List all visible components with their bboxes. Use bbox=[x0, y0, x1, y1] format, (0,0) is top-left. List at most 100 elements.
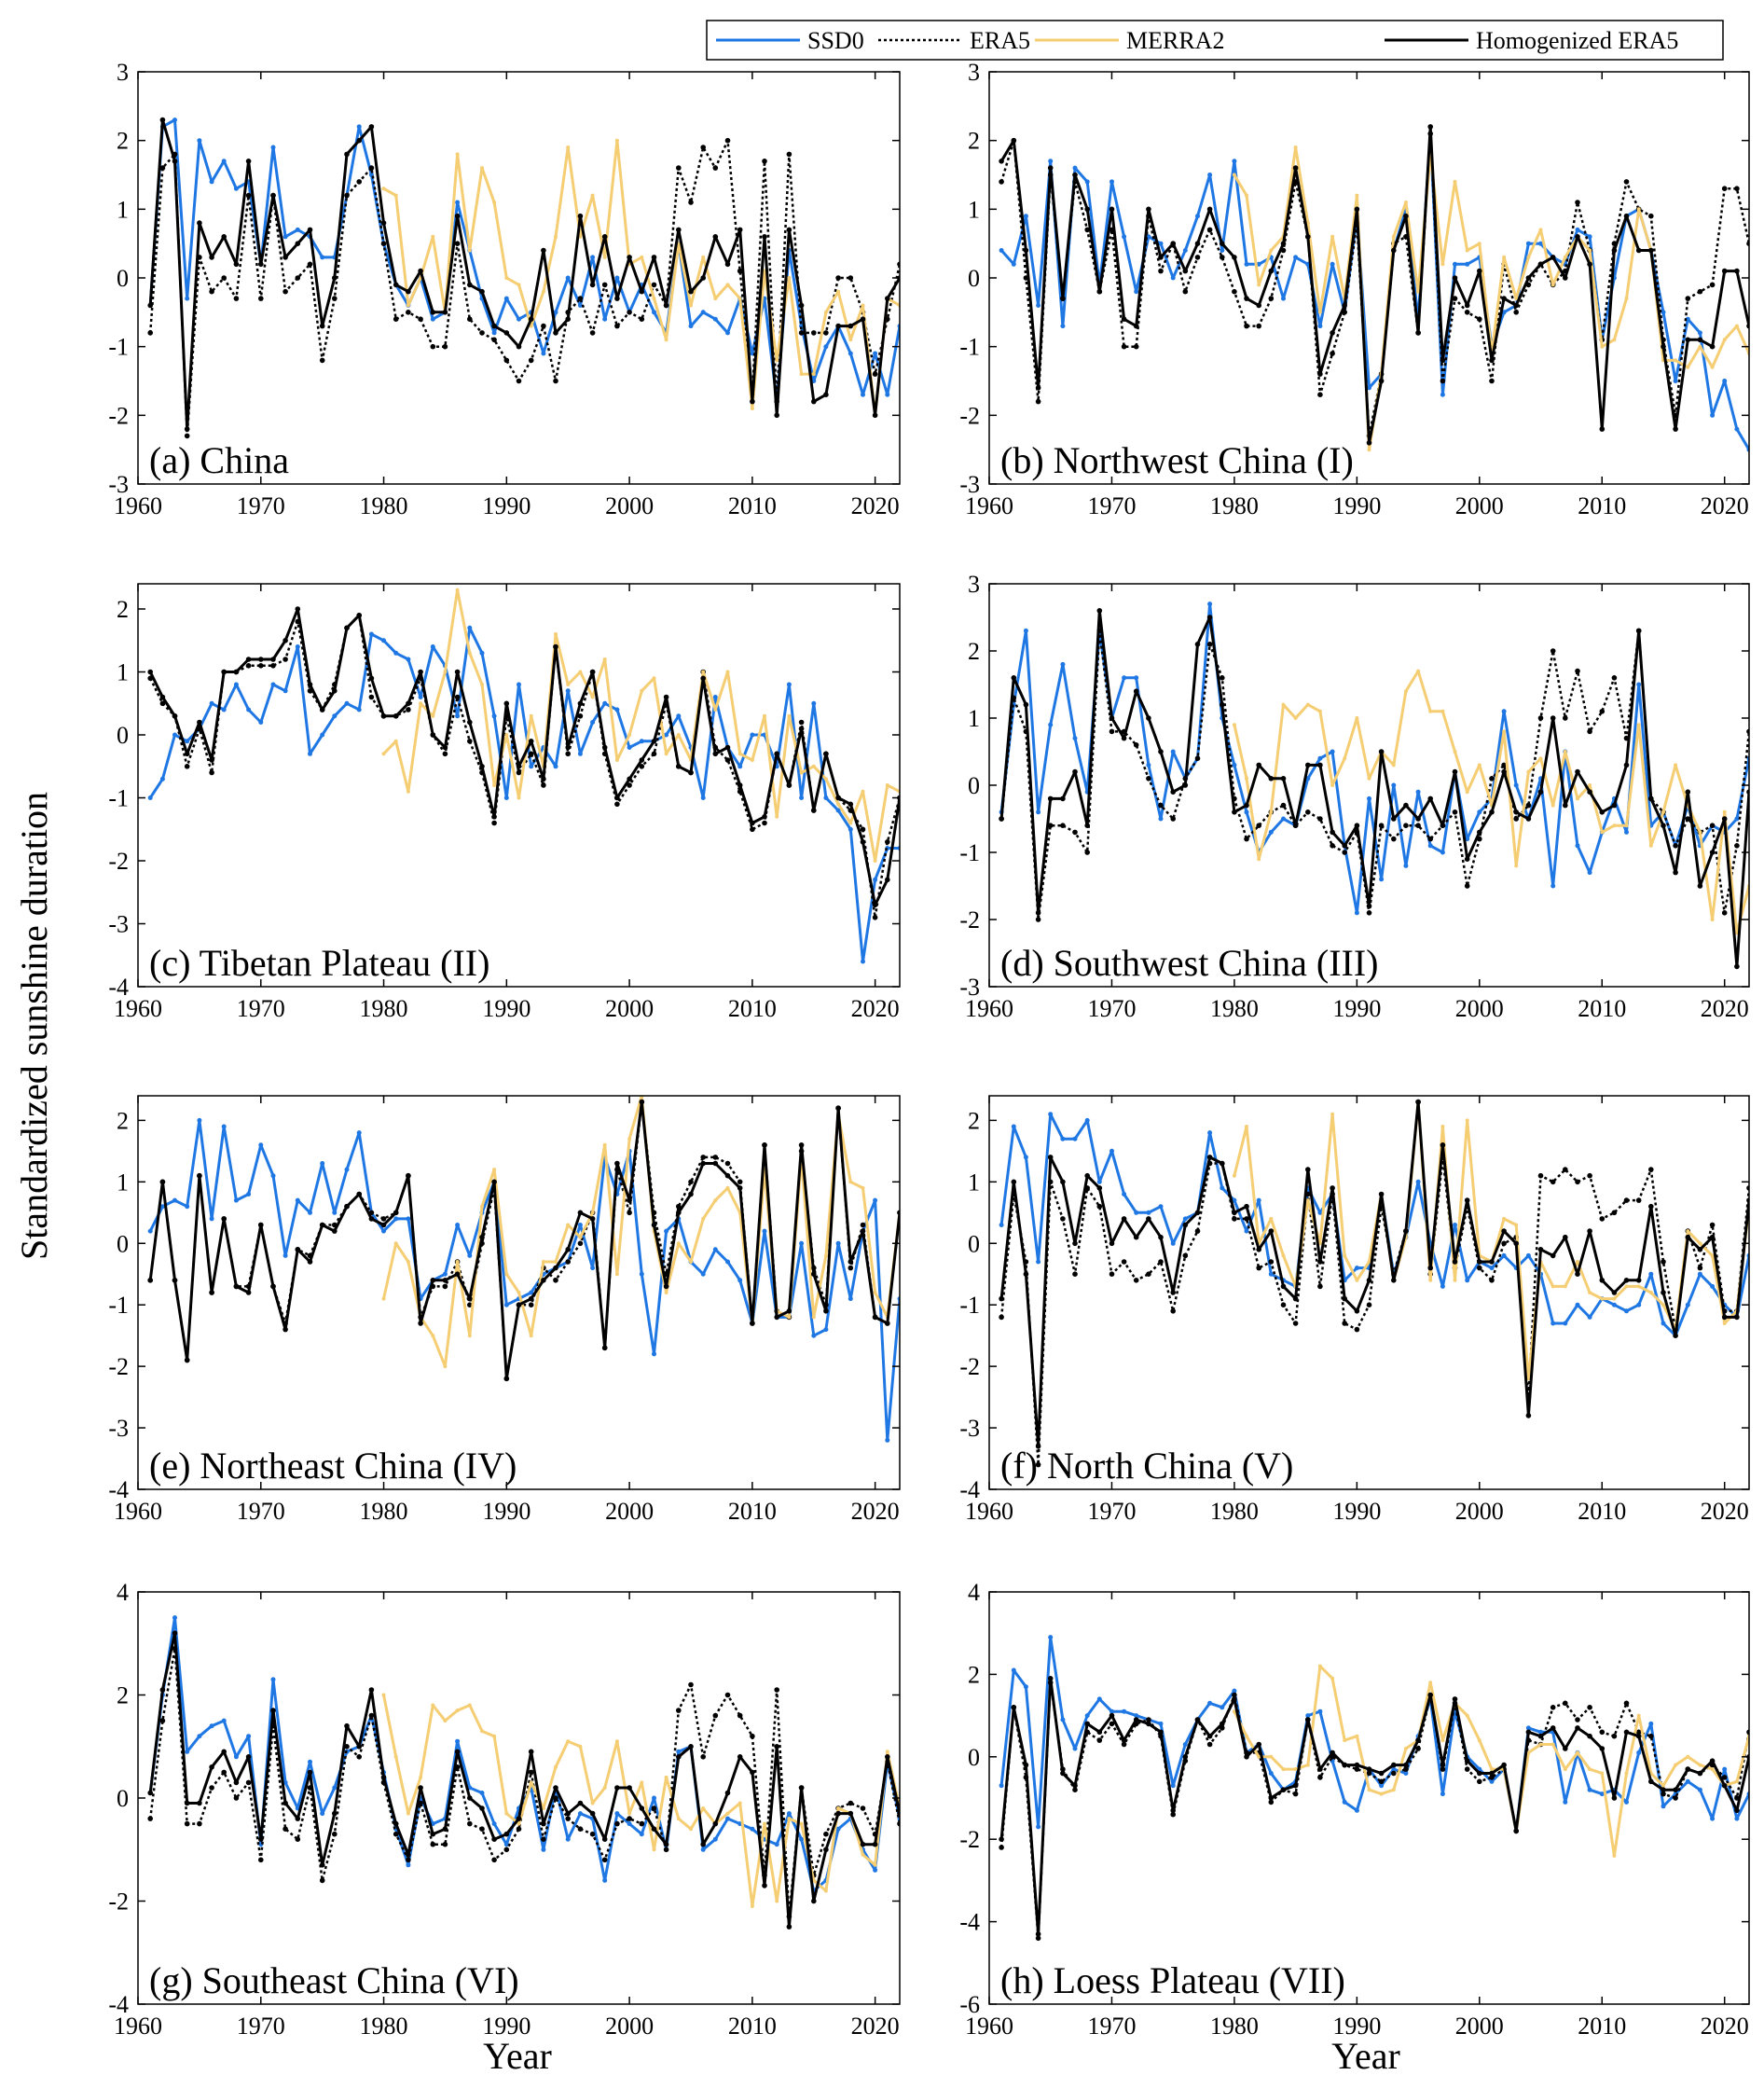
data-point-homogenized-era5 bbox=[1292, 1782, 1299, 1789]
data-point-era5 bbox=[454, 241, 461, 247]
x-tick-label: 2010 bbox=[1578, 1498, 1626, 1525]
data-point-merra2 bbox=[529, 324, 533, 328]
data-point-merra2 bbox=[1232, 1173, 1236, 1178]
data-point-homogenized-era5 bbox=[319, 1862, 325, 1868]
data-point-merra2 bbox=[1600, 830, 1605, 835]
y-tick-label: 3 bbox=[968, 571, 980, 598]
data-point-era5 bbox=[1182, 1252, 1189, 1259]
data-point-era5 bbox=[823, 330, 829, 336]
data-point-homogenized-era5 bbox=[233, 261, 240, 268]
data-point-ssd0 bbox=[1036, 1824, 1041, 1830]
data-point-merra2 bbox=[467, 651, 472, 656]
data-point-merra2 bbox=[541, 1806, 545, 1810]
data-point-era5 bbox=[442, 343, 448, 350]
data-point-era5 bbox=[1206, 227, 1213, 233]
data-point-ssd0 bbox=[1379, 1783, 1385, 1789]
data-point-homogenized-era5 bbox=[1537, 1733, 1544, 1739]
legend: SSD0 ERA5 MERRA2 Homogenized ERA5 bbox=[706, 20, 1724, 61]
data-point-homogenized-era5 bbox=[1648, 795, 1654, 802]
data-point-homogenized-era5 bbox=[1635, 1733, 1642, 1739]
data-point-era5 bbox=[737, 1712, 743, 1719]
data-point-ssd0 bbox=[258, 1142, 264, 1148]
data-point-ssd0 bbox=[270, 682, 276, 687]
data-point-merra2 bbox=[406, 1260, 410, 1264]
data-point-era5 bbox=[1305, 809, 1311, 815]
data-point-ssd0 bbox=[1525, 241, 1531, 246]
data-point-merra2 bbox=[1305, 1763, 1310, 1767]
data-point-homogenized-era5 bbox=[1427, 1265, 1433, 1271]
y-tick-label: 0 bbox=[968, 265, 980, 292]
data-point-ssd0 bbox=[295, 227, 300, 232]
data-point-merra2 bbox=[1281, 1767, 1286, 1772]
data-point-homogenized-era5 bbox=[1158, 749, 1164, 754]
data-point-homogenized-era5 bbox=[380, 220, 387, 226]
data-point-ssd0 bbox=[1048, 159, 1054, 164]
data-point-homogenized-era5 bbox=[503, 700, 510, 707]
data-point-homogenized-era5 bbox=[1060, 795, 1066, 802]
data-point-homogenized-era5 bbox=[467, 1295, 473, 1302]
data-point-era5 bbox=[1623, 1700, 1630, 1707]
data-point-homogenized-era5 bbox=[1206, 615, 1213, 620]
data-point-homogenized-era5 bbox=[1587, 1733, 1592, 1739]
data-point-ssd0 bbox=[590, 1266, 596, 1271]
data-point-ssd0 bbox=[1232, 1688, 1237, 1694]
y-tick-label: -3 bbox=[108, 1415, 129, 1442]
data-point-homogenized-era5 bbox=[688, 769, 694, 776]
data-point-homogenized-era5 bbox=[1587, 261, 1592, 268]
data-point-homogenized-era5 bbox=[1268, 268, 1275, 274]
data-point-era5 bbox=[823, 1831, 829, 1837]
data-point-merra2 bbox=[652, 1847, 656, 1852]
data-point-homogenized-era5 bbox=[197, 719, 202, 726]
data-point-era5 bbox=[688, 1681, 694, 1688]
data-point-homogenized-era5 bbox=[651, 1222, 657, 1228]
data-point-era5 bbox=[1096, 1737, 1103, 1743]
data-point-merra2 bbox=[750, 1904, 754, 1908]
data-point-ssd0 bbox=[1489, 1266, 1495, 1271]
data-point-merra2 bbox=[1453, 1278, 1457, 1282]
data-point-era5 bbox=[1206, 642, 1213, 647]
data-point-merra2 bbox=[1526, 255, 1531, 259]
data-point-ssd0 bbox=[491, 330, 497, 336]
data-point-homogenized-era5 bbox=[614, 1160, 620, 1167]
data-point-homogenized-era5 bbox=[724, 1172, 731, 1179]
data-point-homogenized-era5 bbox=[712, 751, 719, 757]
panel-label: (h) Loess Plateau (VII) bbox=[1000, 1959, 1345, 2001]
data-point-homogenized-era5 bbox=[184, 1357, 190, 1363]
data-point-ssd0 bbox=[1489, 1778, 1495, 1784]
data-point-homogenized-era5 bbox=[1415, 816, 1421, 822]
data-point-homogenized-era5 bbox=[1060, 1179, 1066, 1185]
data-point-era5 bbox=[1170, 1811, 1176, 1818]
data-point-era5 bbox=[999, 1845, 1004, 1850]
data-point-homogenized-era5 bbox=[1587, 789, 1592, 795]
data-point-homogenized-era5 bbox=[700, 1841, 706, 1847]
y-tick-label: 1 bbox=[117, 1169, 129, 1196]
data-point-merra2 bbox=[1355, 716, 1359, 720]
data-point-merra2 bbox=[799, 372, 804, 377]
data-point-era5 bbox=[1194, 755, 1201, 761]
data-point-ssd0 bbox=[1636, 1302, 1642, 1307]
data-point-merra2 bbox=[1379, 1791, 1384, 1796]
data-point-ssd0 bbox=[295, 1197, 300, 1203]
data-point-era5 bbox=[1146, 1271, 1151, 1277]
data-point-merra2 bbox=[1281, 1253, 1286, 1258]
data-point-era5 bbox=[491, 820, 497, 826]
data-point-ssd0 bbox=[1220, 1705, 1225, 1710]
data-point-homogenized-era5 bbox=[999, 1295, 1004, 1302]
y-tick-label: -3 bbox=[959, 471, 980, 498]
data-point-era5 bbox=[1035, 1935, 1041, 1942]
data-point-ssd0 bbox=[676, 713, 682, 719]
data-point-homogenized-era5 bbox=[1047, 1155, 1054, 1160]
data-point-homogenized-era5 bbox=[553, 1785, 558, 1791]
y-tick-label: 2 bbox=[117, 128, 129, 155]
data-point-homogenized-era5 bbox=[1268, 1795, 1275, 1801]
data-point-merra2 bbox=[1710, 1767, 1715, 1772]
data-point-era5 bbox=[737, 268, 743, 274]
data-point-merra2 bbox=[787, 276, 792, 280]
data-point-merra2 bbox=[640, 1780, 644, 1785]
data-point-era5 bbox=[565, 1816, 571, 1821]
y-tick-label: -2 bbox=[959, 906, 980, 934]
x-tick-label: 2010 bbox=[1578, 2013, 1626, 2040]
data-point-era5 bbox=[1366, 1302, 1372, 1307]
y-tick-label: 0 bbox=[968, 772, 980, 799]
data-point-homogenized-era5 bbox=[1709, 343, 1716, 350]
